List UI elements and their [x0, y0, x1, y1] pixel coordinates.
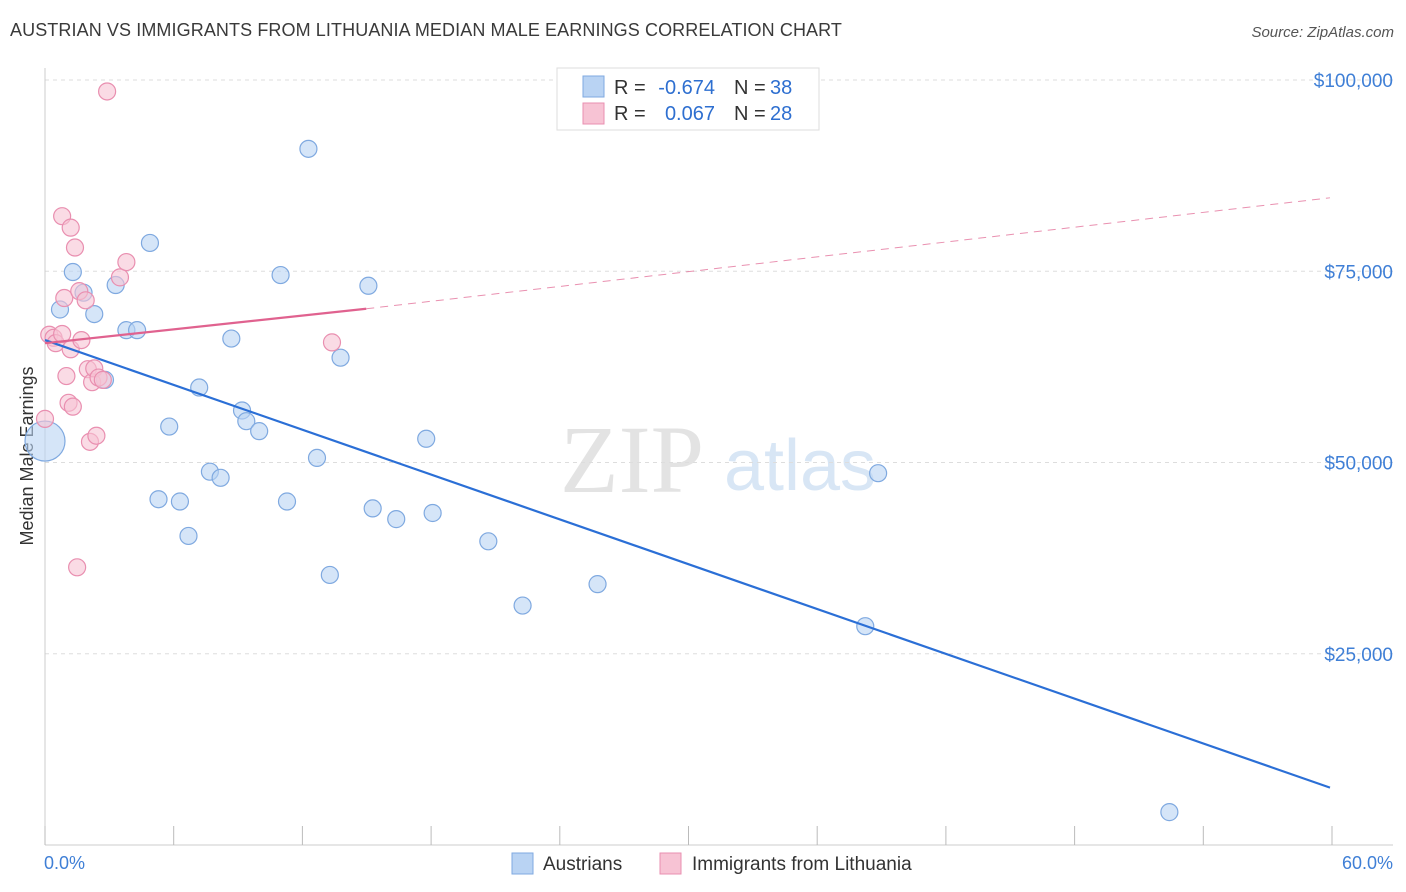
point-austrians-25 — [320, 565, 339, 585]
watermark-atlas: atlas — [724, 426, 876, 506]
point-austrians-8 — [127, 321, 147, 340]
point-lithuania-11 — [63, 397, 82, 416]
point-lithuania-16 — [76, 291, 95, 310]
series-legend-label-lithuania: Immigrants from Lithuania — [692, 854, 912, 875]
legend-n-label-2: N = — [734, 103, 766, 125]
point-austrians-19 — [237, 412, 256, 431]
point-lithuania-21 — [87, 426, 106, 445]
legend-r-value-1: -0.674 — [658, 77, 715, 99]
watermark-zip: ZIP — [560, 406, 704, 513]
trendline-lithuania-extension — [366, 197, 1331, 310]
point-lithuania-13 — [68, 558, 87, 577]
point-austrians-20 — [250, 422, 269, 441]
point-austrians-37 — [1160, 803, 1179, 822]
point-austrians-11 — [160, 417, 179, 436]
legend-n-value-2: 28 — [770, 103, 792, 125]
series-legend: Austrians Immigrants from Lithuania — [511, 852, 912, 875]
y-tick-label-0: $25,000 — [1324, 645, 1393, 666]
point-austrians-31 — [423, 503, 442, 523]
point-lithuania-12 — [65, 238, 85, 257]
point-austrians-16 — [211, 468, 230, 487]
legend-swatch-blue — [582, 75, 605, 98]
point-lithuania-24 — [98, 82, 117, 101]
point-austrians-17 — [222, 329, 241, 348]
point-austrians-23 — [299, 139, 318, 158]
point-austrians-29 — [387, 510, 406, 529]
point-austrians-24 — [307, 448, 327, 468]
point-lithuania-0 — [35, 409, 55, 428]
point-austrians-36 — [869, 464, 888, 483]
chart-title: AUSTRIAN VS IMMIGRANTS FROM LITHUANIA ME… — [10, 20, 843, 40]
legend-r-label-1: R = — [614, 77, 646, 99]
point-lithuania-5 — [53, 324, 72, 344]
point-austrians-21 — [271, 265, 290, 285]
point-lithuania-27 — [322, 333, 342, 352]
trendline-lithuania — [44, 307, 367, 345]
series-legend-swatch-lithuania — [659, 852, 682, 875]
point-austrians-2 — [63, 262, 82, 282]
point-lithuania-26 — [117, 252, 136, 272]
point-austrians-10 — [149, 490, 168, 509]
x-tick-label-max: 60.0% — [1342, 853, 1393, 873]
point-austrians-26 — [331, 348, 350, 367]
point-austrians-9 — [140, 233, 160, 253]
point-austrians-30 — [417, 429, 436, 448]
point-lithuania-9 — [61, 218, 80, 237]
legend-swatch-pink — [582, 102, 605, 125]
series-legend-label-austrians: Austrians — [543, 854, 622, 875]
point-austrians-13 — [179, 526, 198, 546]
y-axis-label: Median Male Earnings — [17, 366, 37, 545]
point-austrians-4 — [85, 304, 104, 324]
legend-r-value-2: 0.067 — [665, 103, 715, 125]
legend-n-label-1: N = — [734, 77, 766, 99]
point-lithuania-23 — [93, 370, 112, 389]
point-austrians-34 — [588, 575, 607, 594]
y-tick-labels: $25,000 $50,000 $75,000 $100,000 — [1314, 71, 1393, 666]
point-lithuania-7 — [57, 366, 76, 386]
point-lithuania-25 — [110, 268, 130, 287]
legend-n-value-1: 38 — [770, 77, 792, 99]
x-tick-label-min: 0.0% — [44, 853, 85, 873]
grid-lines — [45, 79, 1393, 655]
y-tick-label-2: $75,000 — [1324, 262, 1393, 283]
trend-lines — [44, 197, 1331, 789]
series-legend-swatch-austrians — [511, 852, 534, 875]
point-lithuania-6 — [55, 288, 74, 308]
y-tick-label-1: $50,000 — [1324, 454, 1393, 475]
legend-r-label-2: R = — [614, 103, 646, 125]
point-austrians-28 — [363, 499, 382, 518]
point-austrians-27 — [359, 276, 378, 295]
correlation-legend: R = -0.674 N = 38 R = 0.067 N = 28 — [556, 67, 820, 131]
x-ticks — [44, 826, 1333, 845]
point-austrians-32 — [479, 532, 498, 551]
point-austrians-12 — [170, 492, 190, 511]
point-austrians-22 — [277, 492, 297, 511]
y-tick-label-3: $100,000 — [1314, 71, 1393, 92]
trendline-austrians — [44, 339, 1331, 789]
source-credit: Source: ZipAtlas.com — [1251, 24, 1394, 41]
axes — [44, 68, 1393, 846]
point-austrians-33 — [513, 596, 532, 615]
